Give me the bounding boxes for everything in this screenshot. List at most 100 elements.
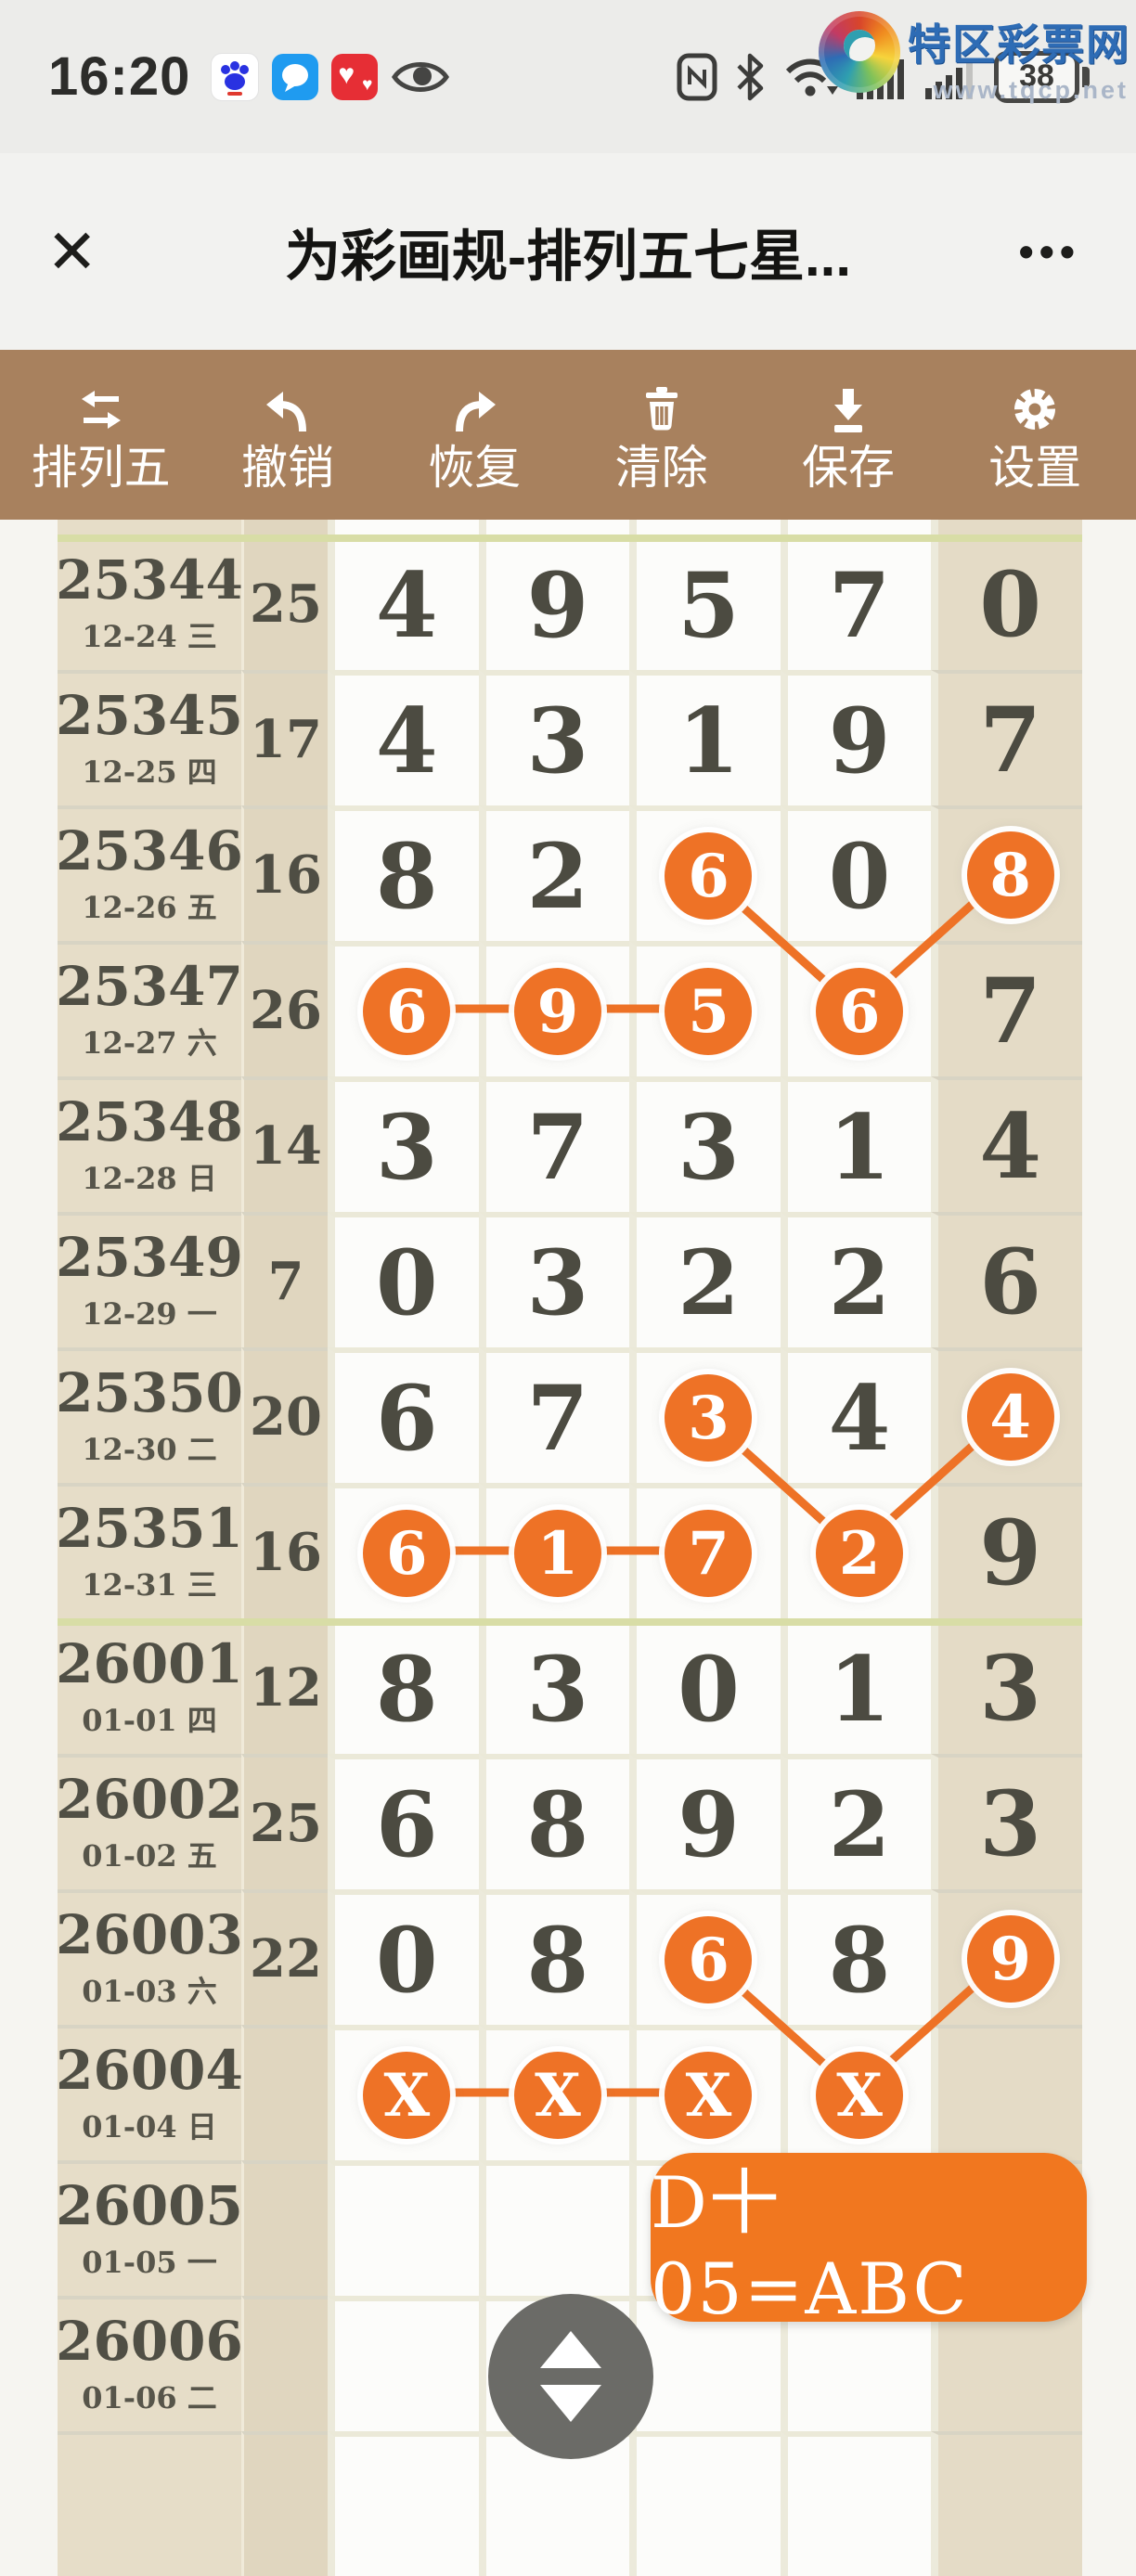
digit-cell[interactable]: 5 [629,535,781,670]
digit-cell[interactable]: 0 [780,805,932,941]
digit-cell[interactable]: 0 [328,1889,479,2025]
digit-cell[interactable]: 6 [328,1347,479,1483]
close-button[interactable]: ✕ [46,217,98,286]
digit-cell[interactable]: 7 [478,1076,630,1212]
digit-cell[interactable]: 8 [478,1889,630,2025]
digit-cell[interactable]: 8 [328,805,479,941]
digit-cell[interactable]: 0 [328,1212,479,1347]
settings-button[interactable]: 设置 [942,350,1129,520]
circled-digit[interactable]: 9 [513,968,601,1055]
digit-cell[interactable]: 3 [478,1212,630,1347]
digit-cell[interactable]: 9 [931,1483,1082,1618]
digit-cell[interactable]: 2 [478,805,630,941]
digit-cell[interactable]: 2 [780,1754,932,1889]
circled-digit[interactable]: X [816,2052,904,2139]
digit-cell[interactable]: 7 [931,941,1082,1076]
arrow-up-icon[interactable] [540,2331,601,2368]
digit-cell[interactable]: 2 [780,1483,932,1618]
circled-digit[interactable]: 1 [513,1510,601,1597]
digit-cell[interactable]: 7 [780,535,932,670]
digit-cell[interactable]: X [780,2025,932,2160]
digit-cell[interactable] [780,520,932,535]
digit-cell[interactable]: 0 [931,535,1082,670]
digit-cell[interactable] [328,2160,479,2296]
digit-cell[interactable]: 6 [328,1483,479,1618]
digit-cell[interactable] [931,2025,1082,2160]
digit-cell[interactable] [328,2431,479,2576]
formula-badge[interactable]: D十05=ABC [651,2153,1087,2330]
digit-cell[interactable]: 7 [478,1347,630,1483]
circled-digit[interactable]: 8 [966,831,1054,919]
digit-cell[interactable]: 2 [629,1212,781,1347]
digit-cell[interactable]: 8 [931,805,1082,941]
circled-digit[interactable]: 9 [966,1915,1054,2003]
circled-digit[interactable]: 3 [665,1374,753,1462]
digit-cell[interactable] [328,2296,479,2431]
digit-cell[interactable]: 3 [478,1618,630,1754]
digit-cell[interactable]: 7 [931,670,1082,805]
circled-digit[interactable]: 6 [363,1510,451,1597]
digit-cell[interactable]: 3 [931,1618,1082,1754]
digit-cell[interactable] [629,520,781,535]
digit-cell[interactable]: 1 [478,1483,630,1618]
digit-cell[interactable] [629,2431,781,2576]
digit-cell[interactable]: 9 [478,941,630,1076]
digit-cell[interactable]: 8 [328,1618,479,1754]
circled-digit[interactable]: X [513,2052,601,2139]
digit-cell[interactable] [931,2431,1082,2576]
digit-cell[interactable]: 9 [780,670,932,805]
digit-cell[interactable]: 6 [328,941,479,1076]
circled-digit[interactable]: 7 [665,1510,753,1597]
digit-cell[interactable]: 4 [931,1347,1082,1483]
digit-cell[interactable]: 2 [780,1212,932,1347]
arrow-down-icon[interactable] [540,2385,601,2422]
digit-cell[interactable]: 3 [629,1347,781,1483]
circled-digit[interactable]: 6 [816,968,904,1055]
digit-cell[interactable]: 3 [931,1754,1082,1889]
digit-cell[interactable]: 3 [478,670,630,805]
digit-cell[interactable]: 1 [780,1076,932,1212]
digit-cell[interactable]: 8 [478,1754,630,1889]
digit-cell[interactable]: X [629,2025,781,2160]
circled-digit[interactable]: X [363,2052,451,2139]
digit-cell[interactable]: 4 [328,670,479,805]
clear-button[interactable]: 清除 [568,350,755,520]
redo-button[interactable]: 恢复 [381,350,568,520]
game-switch-button[interactable]: 排列五 [7,350,194,520]
digit-cell[interactable] [478,520,630,535]
digit-cell[interactable]: 4 [780,1347,932,1483]
save-button[interactable]: 保存 [755,350,941,520]
digit-cell[interactable]: 9 [629,1754,781,1889]
digit-cell[interactable]: 8 [780,1889,932,2025]
digit-cell[interactable]: 5 [629,941,781,1076]
digit-cell[interactable] [328,520,479,535]
digit-cell[interactable]: 9 [931,1889,1082,2025]
digit-cell[interactable] [478,2160,630,2296]
digit-cell[interactable]: 3 [328,1076,479,1212]
digit-cell[interactable]: 4 [328,535,479,670]
digit-cell[interactable]: 6 [629,1889,781,2025]
digit-cell[interactable]: 1 [629,670,781,805]
circled-digit[interactable]: 5 [665,968,753,1055]
digit-cell[interactable]: 4 [931,1076,1082,1212]
circled-digit[interactable]: 6 [665,832,753,920]
circled-digit[interactable]: 6 [363,968,451,1055]
digit-cell[interactable]: 9 [478,535,630,670]
circled-digit[interactable]: 4 [966,1373,1054,1461]
circled-digit[interactable]: 2 [816,1510,904,1597]
digit-cell[interactable]: 1 [780,1618,932,1754]
undo-button[interactable]: 撤销 [194,350,381,520]
digit-cell[interactable]: 6 [780,941,932,1076]
circled-digit[interactable]: 6 [665,1916,753,2003]
digit-cell[interactable]: X [478,2025,630,2160]
digit-cell[interactable]: X [328,2025,479,2160]
digit-cell[interactable]: 6 [328,1754,479,1889]
more-menu-button[interactable]: ••• [1018,227,1080,276]
circled-digit[interactable]: X [665,2052,753,2139]
digit-cell[interactable]: 3 [629,1076,781,1212]
digit-cell[interactable]: 6 [629,805,781,941]
digit-cell[interactable] [931,520,1082,535]
digit-cell[interactable] [780,2431,932,2576]
scroll-up-down-control[interactable] [488,2294,653,2459]
digit-cell[interactable]: 6 [931,1212,1082,1347]
